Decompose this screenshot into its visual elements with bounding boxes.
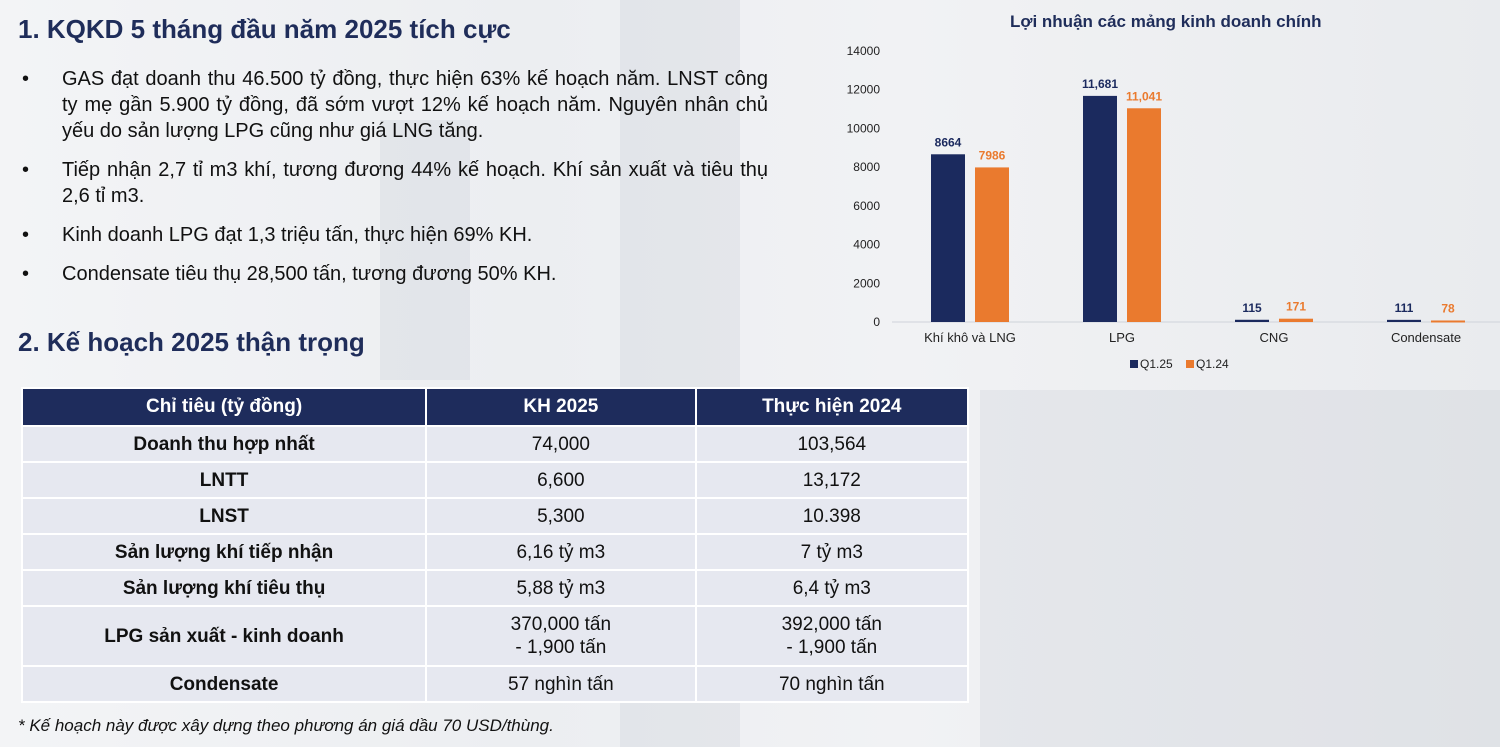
y-tick-label: 12000	[847, 83, 881, 97]
bullet-text: Tiếp nhận 2,7 tỉ m3 khí, tương đương 44%…	[62, 159, 768, 207]
data-label: 11,041	[1126, 89, 1162, 103]
table-cell: Doanh thu hợp nhất	[20, 425, 428, 463]
bullet-dot: •	[22, 224, 30, 246]
x-tick-label: CNG	[1260, 330, 1289, 345]
data-label: 11,681	[1082, 77, 1118, 91]
table-cell: 6,4 tỷ m3	[694, 569, 970, 607]
y-tick-label: 10000	[847, 121, 881, 135]
table-cell: 13,172	[694, 461, 970, 499]
table-row: Condensate 57 nghìn tấn 70 nghìn tấn	[20, 665, 970, 703]
section2-title: 2. Kế hoạch 2025 thận trọng	[18, 327, 365, 357]
chart-title: Lợi nhuận các mảng kinh doanh chính	[1010, 12, 1322, 31]
table-row: LPG sản xuất - kinh doanh 370,000 tấn - …	[20, 605, 970, 667]
legend-label: Q1.24	[1196, 357, 1229, 371]
table-header: Thực hiện 2024	[694, 387, 970, 427]
table-cell: LNST	[20, 497, 428, 535]
list-item: • Kinh doanh LPG đạt 1,3 triệu tấn, thực …	[22, 222, 768, 248]
data-label: 111	[1395, 301, 1414, 315]
bar-Q1.25	[1387, 319, 1421, 322]
table-cell: 10.398	[694, 497, 970, 535]
y-tick-label: 6000	[853, 199, 880, 213]
table-cell: LNTT	[20, 461, 428, 499]
data-label: 8664	[935, 135, 962, 149]
legend-label: Q1.25	[1140, 357, 1173, 371]
list-item: • GAS đạt doanh thu 46.500 tỷ đồng, thực …	[22, 66, 768, 144]
table-cell: 6,16 tỷ m3	[425, 533, 697, 571]
table-row: LNTT 6,600 13,172	[20, 461, 970, 499]
bullet-text: Condensate tiêu thụ 28,500 tấn, tương đư…	[62, 263, 557, 285]
x-tick-label: Condensate	[1391, 330, 1461, 345]
table-row: Doanh thu hợp nhất 74,000 103,564	[20, 425, 970, 463]
y-tick-label: 0	[873, 315, 880, 329]
table-cell: 57 nghìn tấn	[425, 665, 697, 703]
background-decoration	[980, 390, 1500, 747]
bullet-dot: •	[22, 68, 30, 90]
table-row: LNST 5,300 10.398	[20, 497, 970, 535]
y-tick-label: 8000	[853, 160, 880, 174]
table-header: Chỉ tiêu (tỷ đồng)	[20, 387, 428, 427]
table-cell: 6,600	[425, 461, 697, 499]
table-cell: 392,000 tấn - 1,900 tấn	[694, 605, 970, 667]
table-cell: Sản lượng khí tiêu thụ	[20, 569, 428, 607]
footnote: * Kế hoạch này được xây dựng theo phương…	[18, 716, 554, 735]
data-label: 171	[1286, 300, 1306, 314]
table-header-row: Chỉ tiêu (tỷ đồng) KH 2025 Thực hiện 202…	[20, 387, 970, 427]
bar-Q1.25	[1083, 95, 1117, 322]
y-tick-label: 4000	[853, 238, 880, 252]
bar-Q1.24	[1127, 108, 1161, 322]
table-cell: 74,000	[425, 425, 697, 463]
list-item: • Condensate tiêu thụ 28,500 tấn, tương đ…	[22, 261, 768, 287]
table-header: KH 2025	[425, 387, 697, 427]
x-tick-label: LPG	[1109, 330, 1135, 345]
bullet-dot: •	[22, 263, 30, 285]
data-label: 78	[1441, 301, 1455, 315]
table-row: Sản lượng khí tiêu thụ 5,88 tỷ m3 6,4 tỷ…	[20, 569, 970, 607]
bar-Q1.25	[1235, 319, 1269, 322]
bar-Q1.25	[931, 154, 965, 322]
x-tick-label: Khí khô và LNG	[924, 330, 1016, 345]
background-decoration	[380, 120, 470, 380]
bullet-text: GAS đạt doanh thu 46.500 tỷ đồng, thực h…	[62, 68, 768, 142]
section1-title: 1. KQKD 5 tháng đầu năm 2025 tích cực	[18, 14, 511, 44]
bar-Q1.24	[975, 167, 1009, 322]
legend-swatch	[1186, 360, 1194, 368]
table-cell: LPG sản xuất - kinh doanh	[20, 605, 428, 667]
table-cell: 70 nghìn tấn	[694, 665, 970, 703]
data-label: 115	[1242, 301, 1262, 315]
legend-swatch	[1130, 360, 1138, 368]
table-cell: Condensate	[20, 665, 428, 703]
table-cell: 5,88 tỷ m3	[425, 569, 697, 607]
bullet-text: Kinh doanh LPG đạt 1,3 triệu tấn, thực h…	[62, 224, 533, 246]
y-tick-label: 2000	[853, 276, 880, 290]
list-item: • Tiếp nhận 2,7 tỉ m3 khí, tương đương 44…	[22, 157, 768, 209]
plan-table: Chỉ tiêu (tỷ đồng) KH 2025 Thực hiện 202…	[20, 387, 970, 703]
table-cell: 370,000 tấn - 1,900 tấn	[425, 605, 697, 667]
table-cell: 5,300	[425, 497, 697, 535]
bullet-dot: •	[22, 159, 30, 181]
table-cell: Sản lượng khí tiếp nhận	[20, 533, 428, 571]
bar-Q1.24	[1431, 320, 1465, 323]
profit-bar-chart: 0 2000 4000 6000 8000 10000 12000 14000 8664 7986…	[847, 44, 1500, 371]
table-row: Sản lượng khí tiếp nhận 6,16 tỷ m3 7 tỷ …	[20, 533, 970, 571]
bullet-list: • GAS đạt doanh thu 46.500 tỷ đồng, thực …	[22, 66, 768, 300]
table-cell: 103,564	[694, 425, 970, 463]
bar-Q1.24	[1279, 318, 1313, 322]
data-label: 7986	[979, 148, 1006, 162]
y-tick-label: 14000	[847, 44, 881, 58]
table-cell: 7 tỷ m3	[694, 533, 970, 571]
